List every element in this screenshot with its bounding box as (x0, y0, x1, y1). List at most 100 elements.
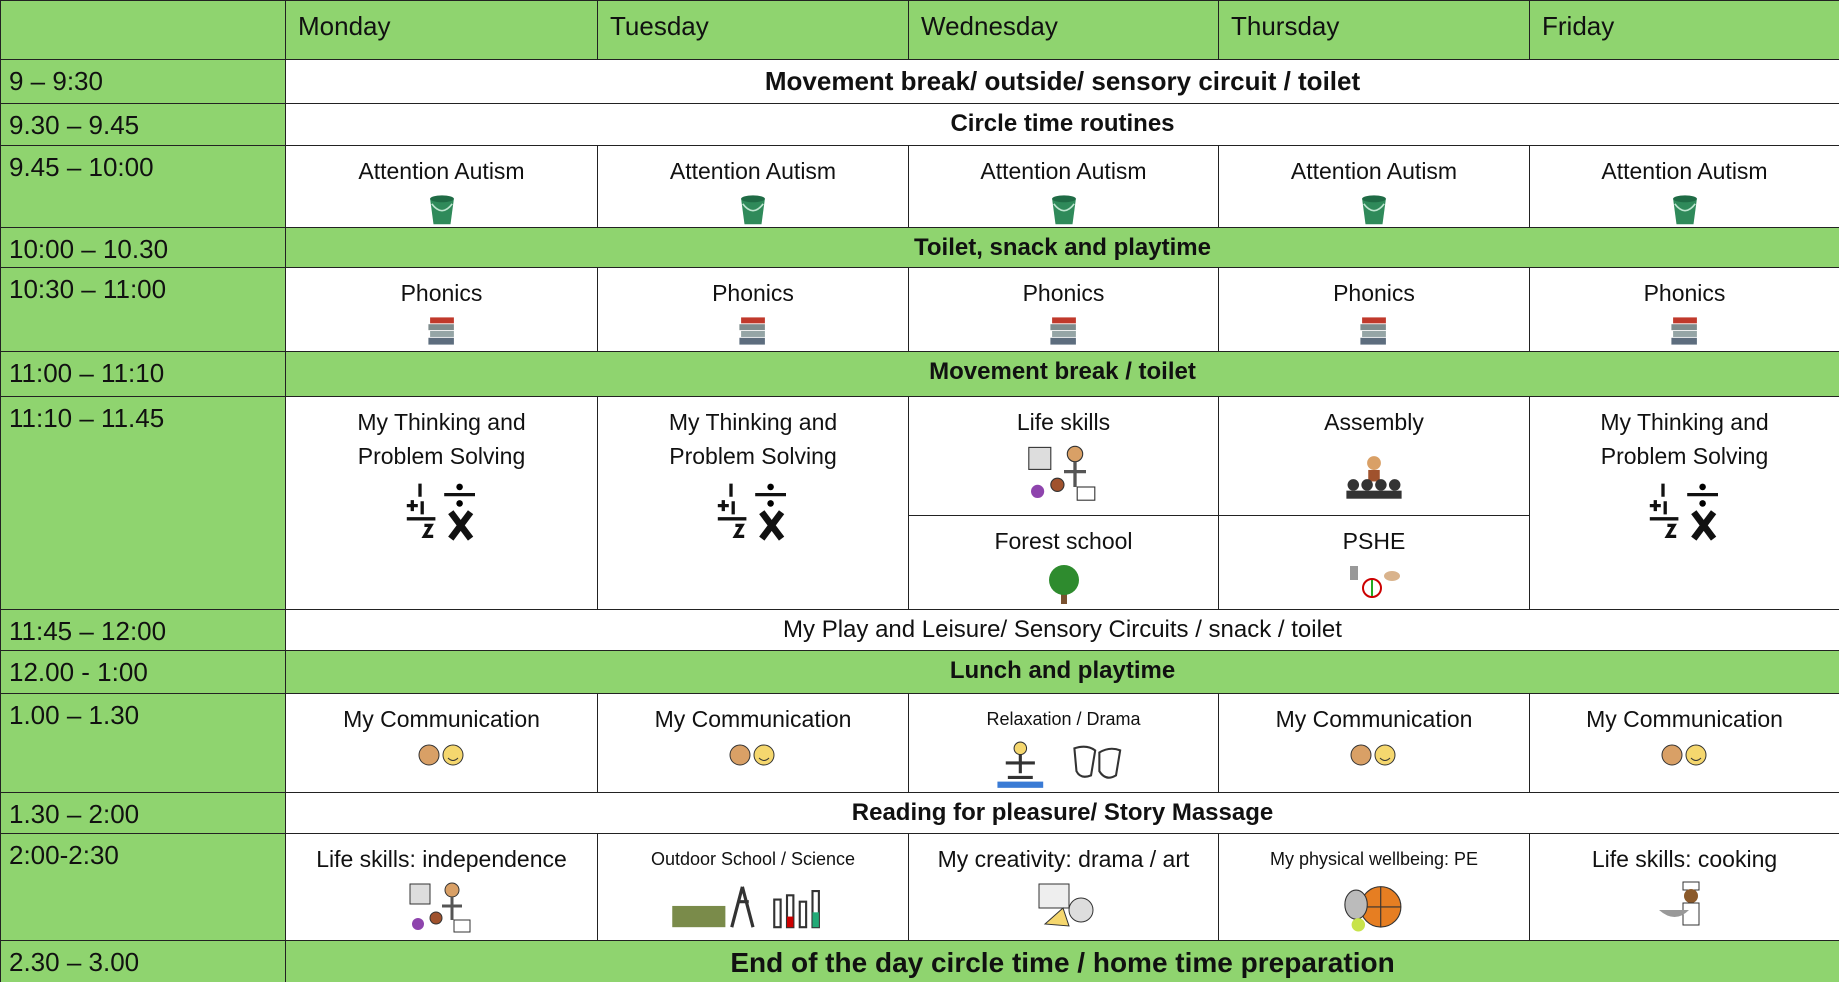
time-cell: 11:00 – 11:10 (0, 351, 286, 397)
session-cell: Life skills (908, 396, 1219, 516)
session-cell: My Thinking and Problem Solving (285, 396, 598, 610)
session-label: My Communication (654, 706, 852, 732)
icon (1339, 880, 1409, 936)
session-cell: Life skills: independence (285, 833, 598, 941)
session-cell: PSHE (1218, 515, 1530, 610)
row: 11:45 – 12:00 My Play and Leisure/ Senso… (0, 609, 1839, 651)
whole-day-activity: Lunch and playtime (285, 650, 1839, 694)
session-label: Life skills: cooking (1591, 846, 1778, 872)
icon (1029, 880, 1099, 930)
time-cell: 11:45 – 12:00 (0, 609, 286, 651)
session-cell: Assembly (1218, 396, 1530, 516)
whole-day-activity: Reading for pleasure/ Story Massage (285, 792, 1839, 834)
session-label: PSHE (1342, 528, 1406, 554)
icon (1668, 192, 1702, 226)
row: 11:10 – 11.45 My Thinking and Problem So… (0, 396, 1839, 610)
icon (736, 192, 770, 226)
whole-day-activity: Movement break / toilet (285, 351, 1839, 397)
session-label: Attention Autism (358, 158, 525, 184)
time-cell: 2.30 – 3.00 (0, 940, 286, 982)
session-label: My Communication (343, 706, 540, 732)
icon (1655, 880, 1715, 930)
session-label: My Thinking and Problem Solving (357, 409, 526, 469)
session-cell: Phonics (597, 267, 909, 352)
session-label: Assembly (1324, 409, 1424, 435)
icon (417, 740, 467, 770)
row: 9 – 9:30 Movement break/ outside/ sensor… (0, 59, 1839, 104)
icon (425, 314, 459, 348)
icon (708, 477, 798, 543)
day-header: Friday (1529, 0, 1839, 60)
time-cell: 2:00-2:30 (0, 833, 286, 941)
time-cell: 12.00 - 1:00 (0, 650, 286, 694)
corner-cell (0, 0, 286, 60)
session-label: Relaxation / Drama (986, 709, 1141, 729)
session-label: Attention Autism (669, 158, 837, 184)
session-label: Phonics (712, 280, 794, 306)
time-cell: 10:30 – 11:00 (0, 267, 286, 352)
session-label: My Communication (1586, 706, 1783, 732)
session-cell: Phonics (908, 267, 1219, 352)
session-label: Life skills (1016, 409, 1111, 435)
row: 10:00 – 10.30 Toilet, snack and playtime (0, 227, 1839, 268)
session-cell: Outdoor School / Science (597, 833, 909, 941)
time-cell: 11:10 – 11.45 (0, 396, 286, 610)
row: 12.00 - 1:00 Lunch and playtime (0, 650, 1839, 694)
time-cell: 9 – 9:30 (0, 59, 286, 104)
time-cell: 1.30 – 2:00 (0, 792, 286, 834)
icon (1044, 562, 1084, 606)
row: Forest school PSHE (1, 515, 1839, 610)
icon (1357, 192, 1391, 226)
icon (728, 740, 778, 770)
session-cell: My Communication (597, 693, 909, 793)
icon (736, 314, 770, 348)
session-cell: My Communication (1218, 693, 1530, 793)
header-row: Monday Tuesday Wednesday Thursday Friday (0, 0, 1839, 60)
session-cell: Forest school (908, 515, 1219, 610)
row: 9.45 – 10:00 Attention Autism Attention … (0, 145, 1839, 228)
row: 1.00 – 1.30 My Communication My Communic… (0, 693, 1839, 793)
time-cell: 10:00 – 10.30 (0, 227, 286, 268)
day-header: Thursday (1218, 0, 1530, 60)
time-cell: 1.00 – 1.30 (0, 693, 286, 793)
session-cell: Attention Autism (908, 145, 1219, 228)
session-cell: Phonics (1529, 267, 1839, 352)
icon (1019, 443, 1109, 509)
session-cell: My Communication (1529, 693, 1839, 793)
row: 2:00-2:30 Life skills: independence Outd… (0, 833, 1839, 941)
session-cell: My Thinking and Problem Solving (597, 396, 909, 610)
icon (989, 740, 1139, 792)
session-label: My Thinking and Problem Solving (1600, 409, 1769, 469)
row: 1.30 – 2:00 Reading for pleasure/ Story … (0, 792, 1839, 834)
icon (1349, 740, 1399, 770)
session-label: Phonics (1022, 280, 1105, 306)
session-cell: Attention Autism (597, 145, 909, 228)
row: 2.30 – 3.00 End of the day circle time /… (0, 940, 1839, 982)
session-cell: My Communication (285, 693, 598, 793)
icon (425, 192, 459, 226)
session-label: Phonics (1643, 280, 1726, 306)
session-cell: Attention Autism (1529, 145, 1839, 228)
day-header: Monday (285, 0, 598, 60)
icon (1047, 314, 1081, 348)
icon (397, 880, 487, 940)
session-label: My Communication (1275, 706, 1473, 732)
icon (397, 477, 487, 543)
whole-day-activity: End of the day circle time / home time p… (285, 940, 1839, 982)
icon (1640, 477, 1730, 543)
day-header: Tuesday (597, 0, 909, 60)
time-cell: 9.45 – 10:00 (0, 145, 286, 228)
row: 10:30 – 11:00 Phonics Phonics Phonics Ph… (0, 267, 1839, 352)
icon (1357, 314, 1391, 348)
row: 11:00 – 11:10 Movement break / toilet (0, 351, 1839, 397)
session-label: My physical wellbeing: PE (1269, 849, 1479, 869)
session-label: Forest school (994, 528, 1133, 554)
icon (1660, 740, 1710, 770)
session-label: Attention Autism (1290, 158, 1458, 184)
session-cell: Life skills: cooking (1529, 833, 1839, 941)
session-label: Attention Autism (980, 158, 1147, 184)
whole-day-activity: Movement break/ outside/ sensory circuit… (285, 59, 1839, 104)
session-cell: Phonics (1218, 267, 1530, 352)
